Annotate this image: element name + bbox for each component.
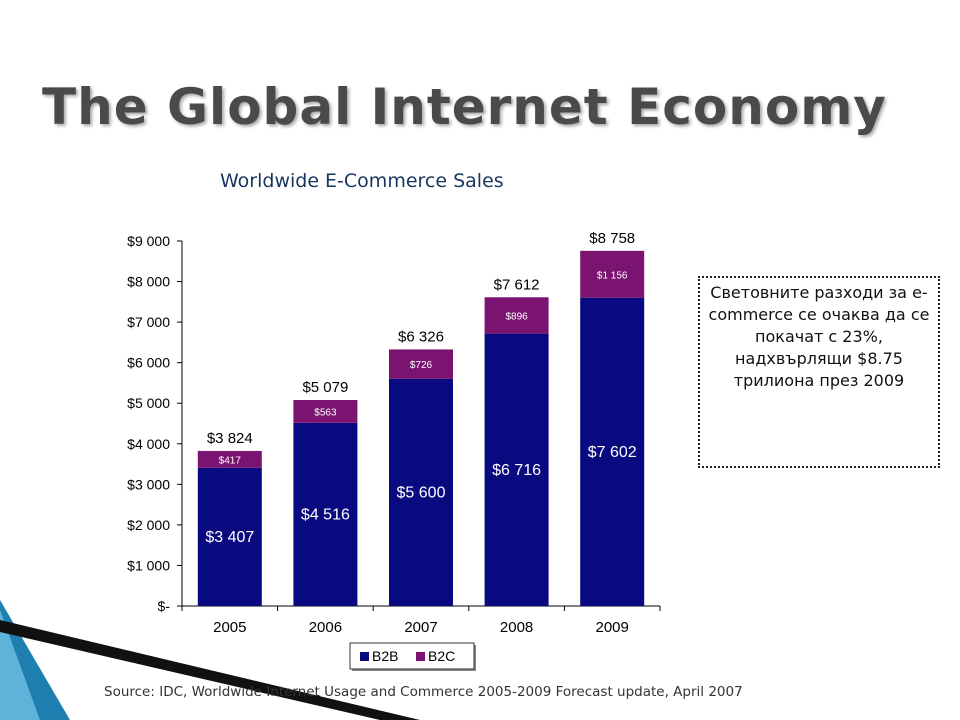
legend-box xyxy=(349,642,475,670)
data-label-b2c-box xyxy=(499,308,534,323)
y-tick-label: $4 000 xyxy=(127,436,170,452)
data-label-b2c-box xyxy=(404,357,438,372)
data-label-b2c: $896 xyxy=(505,311,528,322)
forecast-note: Световните разходи за e-commerce се очак… xyxy=(698,276,940,468)
x-tick-label: 2008 xyxy=(500,619,533,636)
bar-b2b-2007 xyxy=(389,378,453,606)
data-label-b2b: $7 602 xyxy=(588,444,637,461)
swoosh-black-stroke xyxy=(0,620,420,720)
data-label-b2c: $563 xyxy=(314,407,337,418)
slide-title: The Global Internet Economy xyxy=(42,78,887,136)
x-tick-label: 2007 xyxy=(404,619,437,636)
y-tick-label: $5 000 xyxy=(127,395,170,411)
y-tick-label: $3 000 xyxy=(127,476,170,492)
legend-label-b2c: B2C xyxy=(428,648,455,664)
data-label-b2c: $417 xyxy=(219,455,242,466)
data-label-b2b: $6 716 xyxy=(492,462,541,479)
data-label-b2c-box xyxy=(212,452,247,467)
data-label-b2b: $3 407 xyxy=(205,529,254,546)
total-label: $8 758 xyxy=(589,230,635,247)
x-tick-label: 2009 xyxy=(596,619,629,636)
y-tick-label: $7 000 xyxy=(127,314,170,330)
bar-b2b-2005 xyxy=(197,467,262,606)
x-tick-label: 2005 xyxy=(213,619,246,636)
legend-label-b2b: B2B xyxy=(372,648,398,664)
data-label-b2c: $726 xyxy=(410,360,433,371)
swoosh-light-shape xyxy=(0,610,40,720)
legend-swatch-b2b xyxy=(360,652,369,661)
data-label-b2b: $4 516 xyxy=(301,506,350,523)
data-label-b2c: $1 156 xyxy=(597,270,628,281)
source-citation: Source: IDC, Worldwide Internet Usage an… xyxy=(104,684,743,700)
chart-title: Worldwide E-Commerce Sales xyxy=(220,170,504,192)
y-tick-label: $8 000 xyxy=(127,274,170,290)
y-tick-label: $- xyxy=(158,598,171,614)
data-label-b2b: $5 600 xyxy=(397,484,446,501)
legend-swatch-b2c xyxy=(416,652,425,661)
x-tick-label: 2006 xyxy=(309,619,342,636)
y-tick-label: $1 000 xyxy=(127,557,170,573)
bar-b2b-2009 xyxy=(580,297,645,606)
y-tick-label: $6 000 xyxy=(127,355,170,371)
total-label: $5 079 xyxy=(302,379,348,396)
bar-b2b-2008 xyxy=(484,333,549,606)
total-label: $3 824 xyxy=(207,430,253,447)
data-label-b2c-box xyxy=(308,404,343,419)
data-label-b2c-box xyxy=(595,267,630,282)
total-label: $6 326 xyxy=(398,328,444,345)
bar-b2b-2006 xyxy=(293,422,358,606)
y-tick-label: $2 000 xyxy=(127,517,170,533)
total-label: $7 612 xyxy=(494,276,540,293)
y-tick-label: $9 000 xyxy=(127,233,170,249)
